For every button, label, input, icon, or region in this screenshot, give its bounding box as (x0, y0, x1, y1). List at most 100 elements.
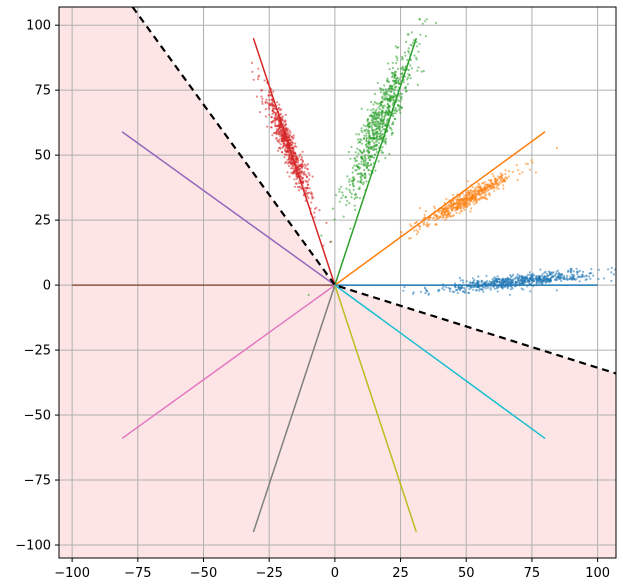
y-tick-label: 0 (43, 279, 51, 294)
scatter-point (488, 184, 491, 187)
scatter-point (495, 187, 498, 190)
scatter-point (492, 185, 495, 188)
scatter-point (501, 287, 504, 290)
scatter-point (466, 189, 469, 192)
scatter-point (457, 288, 460, 291)
scatter-point (368, 143, 371, 146)
scatter-point (508, 278, 511, 281)
scatter-point (441, 283, 444, 286)
scatter-point (354, 196, 357, 199)
scatter-point (279, 129, 282, 132)
scatter-point (397, 82, 401, 85)
scatter-point (366, 130, 369, 133)
scatter-point (399, 111, 402, 114)
scatter-point (375, 120, 378, 123)
scatter-point (368, 173, 371, 176)
scatter-point (497, 177, 501, 180)
scatter-point (543, 271, 546, 274)
ray-line (334, 284, 546, 440)
scatter-point (454, 206, 457, 209)
scatter-point (281, 132, 284, 136)
scatter-point (496, 180, 499, 183)
scatter-point (534, 171, 538, 174)
scatter-point (472, 201, 475, 204)
scatter-point (268, 108, 271, 111)
scatter-point (282, 145, 285, 148)
scatter-point (294, 142, 297, 145)
scatter-point (496, 290, 499, 293)
scatter-point (355, 164, 358, 167)
scatter-point (422, 223, 425, 226)
scatter-point (288, 134, 291, 138)
scatter-point (353, 157, 356, 160)
scatter-point (375, 148, 378, 151)
scatter-point (468, 288, 471, 291)
scatter-point (382, 151, 385, 154)
scatter-point (561, 277, 565, 280)
scatter-point (387, 106, 390, 109)
scatter-point (482, 181, 485, 184)
scatter-point (446, 216, 449, 219)
scatter-point (396, 57, 399, 60)
scatter-point (456, 193, 459, 196)
scatter-point (340, 185, 343, 188)
scatter-point (289, 131, 292, 134)
scatter-point (393, 99, 396, 102)
scatter-point (384, 156, 387, 160)
scatter-point (338, 188, 341, 191)
scatter-point (275, 131, 278, 134)
scatter-point (454, 286, 457, 289)
scatter-point (409, 58, 412, 61)
scatter-point (285, 153, 288, 156)
scatter-point (286, 171, 289, 174)
scatter-point (419, 33, 422, 36)
scatter-point (373, 101, 376, 104)
scatter-point (361, 174, 364, 177)
scatter-point (371, 111, 374, 114)
scatter-point (395, 62, 398, 65)
scatter-point (424, 35, 428, 38)
scatter-point (291, 167, 294, 170)
scatter-point (451, 200, 454, 203)
scatter-point (569, 275, 572, 278)
scatter-point (387, 98, 390, 101)
scatter-point (265, 98, 268, 101)
scatter-point (401, 72, 404, 75)
scatter-point (363, 169, 366, 172)
scatter-point (463, 197, 466, 201)
scatter-point (376, 135, 379, 138)
scatter-point (370, 128, 374, 131)
scatter-point (555, 147, 559, 150)
scatter-point (370, 169, 373, 172)
scatter-point (295, 175, 298, 178)
scatter-point (392, 121, 395, 124)
scatter-point (583, 275, 586, 278)
scatter-point (354, 160, 357, 163)
scatter-point (415, 233, 419, 236)
scatter-point (451, 290, 454, 293)
scatter-point (453, 202, 456, 205)
scatter-point (506, 287, 509, 290)
x-tick-label: 0 (331, 566, 339, 581)
scatter-point (511, 170, 514, 173)
scatter-point (487, 179, 490, 182)
scatter-point (397, 80, 400, 83)
scatter-point (489, 288, 492, 291)
scatter-point (486, 284, 489, 287)
scatter-point (356, 138, 360, 141)
scatter-point (360, 142, 364, 145)
scatter-point (566, 274, 569, 277)
scatter-point (313, 211, 316, 214)
scatter-point (498, 181, 501, 184)
scatter-point (251, 70, 254, 73)
scatter-point (491, 277, 494, 281)
scatter-point (417, 66, 420, 69)
scatter-point (362, 159, 365, 163)
scatter-point (281, 140, 284, 143)
scatter-point (444, 206, 447, 209)
scatter-point (515, 163, 518, 167)
scatter-point (449, 201, 453, 204)
scatter-point (425, 289, 428, 292)
scatter-point (287, 155, 290, 158)
scatter-point (354, 208, 357, 211)
